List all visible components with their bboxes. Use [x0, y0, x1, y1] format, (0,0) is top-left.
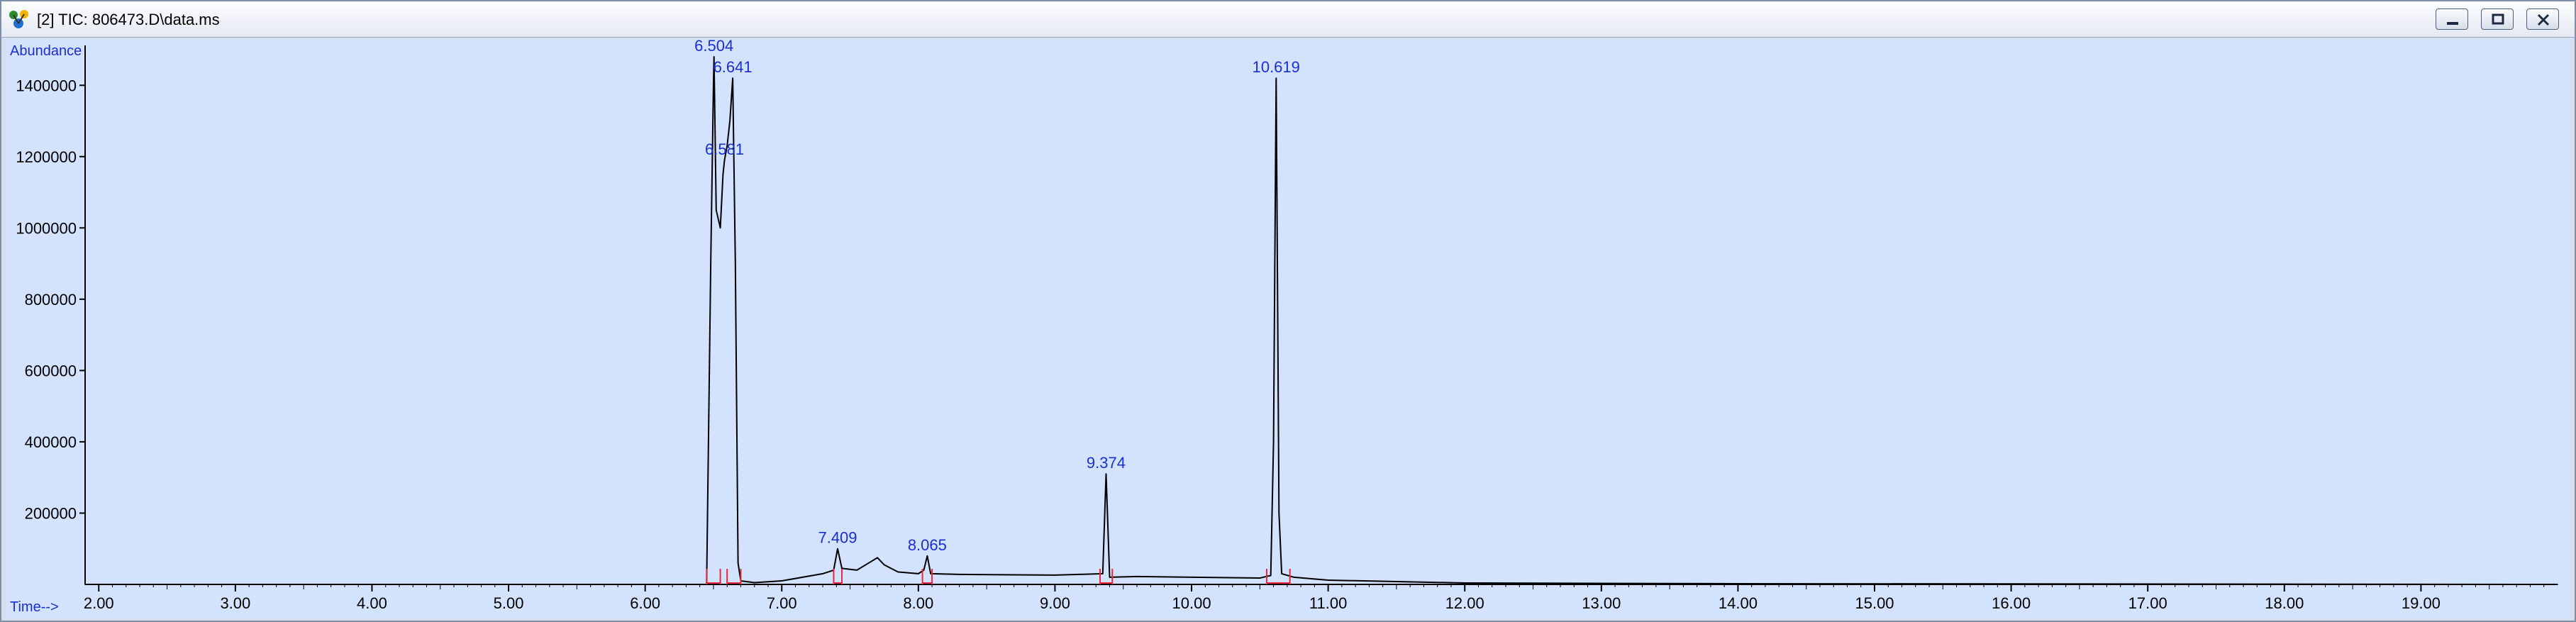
- close-button[interactable]: [2526, 9, 2559, 30]
- trace-point: [729, 120, 731, 122]
- trace-point: [716, 209, 717, 211]
- trace-point: [1054, 574, 1056, 576]
- x-tick-label: 15.00: [1855, 594, 1894, 612]
- trace-point: [1327, 579, 1329, 581]
- peak-label: 9.374: [1087, 454, 1126, 472]
- y-tick-label: 1200000: [16, 148, 77, 166]
- x-tick-label: 17.00: [2128, 594, 2167, 612]
- trace-point: [930, 573, 931, 574]
- y-tick-label: 800000: [25, 291, 77, 309]
- x-tick-label: 11.00: [1309, 594, 1347, 612]
- trace-point: [1464, 582, 1465, 584]
- trace-point: [781, 580, 782, 582]
- trace-point: [726, 145, 728, 147]
- trace-point: [713, 84, 714, 87]
- trace-point: [735, 262, 736, 265]
- trace-point: [1136, 576, 1138, 577]
- peak-label: 6.504: [694, 40, 733, 55]
- x-tick-label: 14.00: [1719, 594, 1758, 612]
- trace-point: [1105, 473, 1107, 474]
- x-tick-label: 5.00: [494, 594, 524, 612]
- trace-point: [710, 262, 711, 265]
- minimize-icon: [2447, 22, 2458, 25]
- trace-point: [1737, 583, 1739, 584]
- trace-point: [723, 160, 726, 161]
- trace-point: [822, 573, 823, 574]
- restore-button[interactable]: [2481, 9, 2514, 30]
- peak-label: 6.641: [714, 58, 753, 76]
- x-tick-label: 9.00: [1040, 594, 1070, 612]
- trace-point: [2557, 584, 2558, 585]
- x-tick-label: 2.00: [84, 594, 114, 612]
- trace-point: [84, 584, 86, 585]
- x-tick-label: 6.00: [630, 594, 660, 612]
- chemstation-molecule-icon: [9, 10, 28, 28]
- y-axis-title: Abundance: [10, 43, 82, 59]
- peak-label: 6.581: [705, 140, 744, 158]
- trace-point: [897, 571, 899, 573]
- trace-point: [958, 574, 960, 575]
- chromatogram-chart: 200000 400000 600000 800000 1000000 1200000 14…: [10, 40, 2558, 615]
- trace-point: [722, 174, 724, 175]
- trace-point: [926, 555, 928, 557]
- trace-point: [877, 557, 878, 559]
- peak-label: 8.065: [908, 536, 947, 554]
- y-tick-label: 400000: [25, 433, 77, 451]
- x-tick-label: 4.00: [357, 594, 387, 612]
- peak-label: 7.409: [818, 529, 857, 547]
- trace-point: [856, 570, 857, 571]
- trace-point: [837, 548, 838, 550]
- trace-point: [1270, 574, 1272, 577]
- x-tick-label: 8.00: [903, 594, 933, 612]
- trace-point: [883, 564, 885, 566]
- trace-point: [1102, 573, 1104, 574]
- trace-point: [918, 573, 919, 574]
- trace-point: [1281, 573, 1282, 574]
- y-tick-label: 1000000: [16, 219, 77, 237]
- x-axis-title: Time-->: [10, 599, 59, 615]
- trace-point: [1259, 577, 1261, 579]
- x-tick-label: 18.00: [2265, 594, 2304, 612]
- y-tick-label: 200000: [25, 504, 77, 522]
- window-title: [2] TIC: 806473.D\data.ms: [37, 11, 220, 28]
- trace-point: [1275, 77, 1277, 79]
- trace-point: [1293, 577, 1295, 578]
- minimize-button[interactable]: [2436, 9, 2468, 30]
- trace-point: [1278, 512, 1280, 514]
- restore-icon: [2492, 13, 2504, 25]
- trace-point: [841, 567, 843, 570]
- trace-point: [1272, 441, 1275, 443]
- trace-point: [753, 582, 755, 584]
- x-tick-label: 3.00: [220, 594, 250, 612]
- x-tick-label: 16.00: [1992, 594, 2031, 612]
- trace-point: [732, 77, 733, 79]
- x-tick-label: 19.00: [2402, 594, 2441, 612]
- trace-point: [923, 570, 925, 571]
- trace-point: [737, 562, 739, 564]
- trace-point: [713, 56, 715, 57]
- chromatogram-plot[interactable]: 200000 400000 600000 800000 1000000 1200000 14…: [6, 40, 2570, 618]
- title-bar[interactable]: [2] TIC: 806473.D\data.ms: [1, 1, 2575, 38]
- x-tick-label: 13.00: [1582, 594, 1621, 612]
- y-tick-label: 1400000: [16, 77, 77, 94]
- peak-label: 10.619: [1253, 58, 1300, 76]
- close-icon: [2537, 13, 2550, 26]
- y-tick-label: 600000: [25, 362, 77, 379]
- x-tick-label: 12.00: [1445, 594, 1484, 612]
- tic-trace-line: [85, 56, 2558, 585]
- x-tick-label: 10.00: [1172, 594, 1211, 612]
- trace-point: [719, 227, 721, 229]
- x-tick-label: 7.00: [767, 594, 797, 612]
- trace-point: [1109, 577, 1111, 578]
